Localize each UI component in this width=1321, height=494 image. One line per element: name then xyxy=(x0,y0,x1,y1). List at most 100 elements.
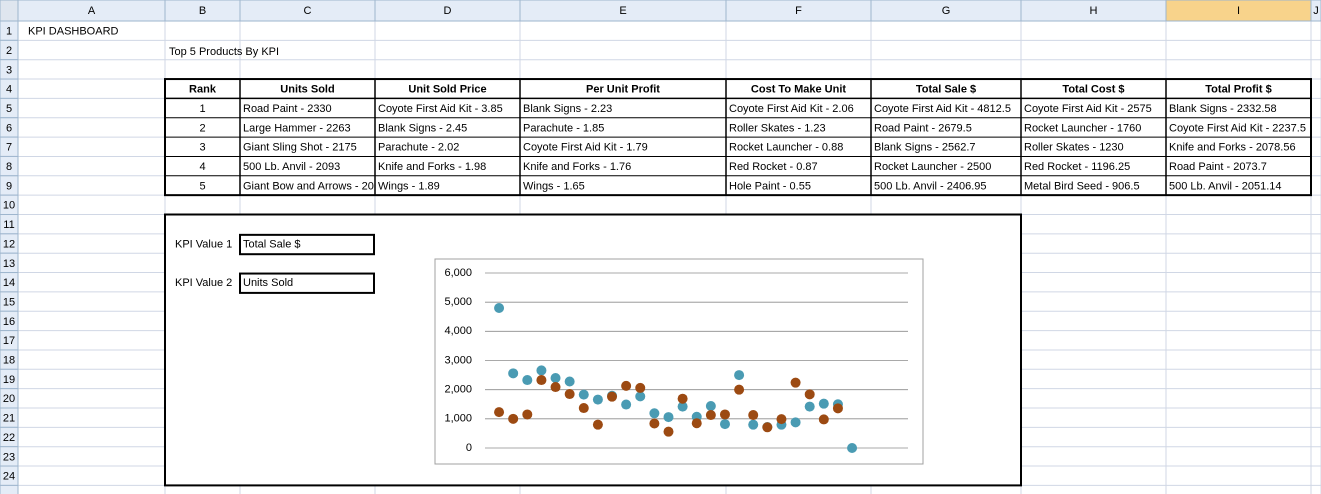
column-header-label: D xyxy=(444,5,452,17)
table-cell: Large Hammer - 2263 xyxy=(243,122,351,134)
table-header-cell: Units Sold xyxy=(280,84,334,96)
y-tick-label: 4,000 xyxy=(444,325,472,337)
kpi-value: Total Sale $ xyxy=(243,238,300,250)
data-point xyxy=(719,419,730,430)
data-point xyxy=(522,375,533,386)
row-header-label: 11 xyxy=(3,219,14,231)
table-header-cell: Cost To Make Unit xyxy=(751,84,846,96)
table-header-cell: Total Profit $ xyxy=(1205,84,1271,96)
plot-frame xyxy=(434,258,924,465)
row-header-label: 24 xyxy=(3,471,15,483)
table-cell: Wings - 1.89 xyxy=(378,180,440,192)
data-point xyxy=(649,418,660,429)
table-header-cell: Total Sale $ xyxy=(916,84,976,96)
data-point xyxy=(691,418,702,429)
row-header-label: 22 xyxy=(3,432,15,444)
table-border xyxy=(164,78,1312,197)
data-point xyxy=(536,375,547,386)
table-cell: Coyote First Aid Kit - 2.06 xyxy=(729,103,854,115)
table-cell: Coyote First Aid Kit - 3.85 xyxy=(378,103,503,115)
table-cell: Red Rocket - 1196.25 xyxy=(1024,161,1130,173)
table-cell: Knife and Forks - 1.76 xyxy=(523,161,631,173)
data-point xyxy=(578,403,589,414)
row-header-label: 6 xyxy=(6,122,12,134)
table-cell: Metal Bird Seed - 906.5 xyxy=(1024,180,1140,192)
data-point xyxy=(818,398,829,409)
data-point xyxy=(522,409,533,420)
row-header-label: 17 xyxy=(3,335,15,347)
table-cell: Roller Skates - 1230 xyxy=(1024,142,1124,154)
data-point xyxy=(847,443,858,453)
column-header-label: G xyxy=(942,5,951,17)
table-cell: Knife and Forks - 1.98 xyxy=(378,161,486,173)
data-point xyxy=(818,414,829,425)
y-tick-label: 1,000 xyxy=(444,413,472,425)
y-tick-label: 2,000 xyxy=(444,384,472,396)
table-cell: Coyote First Aid Kit - 1.79 xyxy=(523,142,648,154)
kpi-input[interactable] xyxy=(239,272,375,294)
table-cell: Blank Signs - 2.45 xyxy=(378,122,467,134)
data-point xyxy=(564,389,575,400)
table-header-cell: Rank xyxy=(189,84,217,96)
data-point xyxy=(719,409,730,420)
table-cell: 4 xyxy=(199,161,205,173)
data-point xyxy=(790,377,801,388)
column-header-label: J xyxy=(1313,5,1319,17)
table-header-cell: Total Cost $ xyxy=(1062,84,1124,96)
data-point xyxy=(804,389,815,400)
table-cell: Red Rocket - 0.87 xyxy=(729,161,818,173)
table-cell: Giant Sling Shot - 2175 xyxy=(243,142,357,154)
row-header-label: 21 xyxy=(3,413,15,425)
data-point xyxy=(804,401,815,412)
data-point xyxy=(832,403,843,414)
table-cell: 500 Lb. Anvil - 2093 xyxy=(243,161,340,173)
table-cell: Rocket Launcher - 2500 xyxy=(874,161,991,173)
data-point xyxy=(508,413,519,424)
row-header-label: 8 xyxy=(6,161,12,173)
row-header xyxy=(0,484,19,494)
data-point xyxy=(536,365,547,376)
kpi-value: Units Sold xyxy=(243,277,293,289)
data-point xyxy=(762,422,773,433)
data-point xyxy=(663,426,674,437)
data-point xyxy=(748,419,759,430)
row-header-label: 13 xyxy=(3,258,15,270)
data-point xyxy=(776,414,787,425)
y-tick-label: 6,000 xyxy=(444,267,472,279)
select-all-corner xyxy=(0,0,19,22)
table-cell: Hole Paint - 0.55 xyxy=(729,180,811,192)
column-header-label: E xyxy=(619,5,626,17)
table-cell: Road Paint - 2679.5 xyxy=(874,122,972,134)
data-point xyxy=(635,391,646,402)
table-cell: Wings - 1.65 xyxy=(523,180,585,192)
column-header-label: I xyxy=(1237,5,1240,17)
row-header-label: 10 xyxy=(3,200,15,212)
row-header-label: 18 xyxy=(3,355,15,367)
row-header-label: 12 xyxy=(3,238,15,250)
row-header-label: 14 xyxy=(3,277,15,289)
row-header-label: 4 xyxy=(6,84,12,96)
kpi-label: KPI Value 1 xyxy=(175,238,232,250)
table-cell: 500 Lb. Anvil - 2051.14 xyxy=(1169,180,1282,192)
table-cell: Coyote First Aid Kit - 2237.5 xyxy=(1169,122,1306,134)
table-cell: Blank Signs - 2.23 xyxy=(523,103,612,115)
column-header xyxy=(1310,0,1321,22)
column-header-label: C xyxy=(304,5,312,17)
data-point xyxy=(649,408,660,419)
kpi-input[interactable] xyxy=(239,233,375,256)
data-point xyxy=(592,394,603,405)
data-point xyxy=(607,391,618,402)
row-header-label: 16 xyxy=(3,316,15,328)
data-point xyxy=(564,376,575,387)
table-cell: Coyote First Aid Kit - 4812.5 xyxy=(874,103,1011,115)
table-cell: Knife and Forks - 2078.56 xyxy=(1169,142,1296,154)
data-point xyxy=(578,389,589,400)
data-point xyxy=(621,399,632,410)
row-header-label: 19 xyxy=(3,374,15,386)
table-cell: Rocket Launcher - 1760 xyxy=(1024,122,1141,134)
data-point xyxy=(748,410,759,421)
table-cell: 3 xyxy=(199,142,205,154)
table-cell: 1 xyxy=(199,103,205,115)
row-header-label: 3 xyxy=(6,64,12,76)
